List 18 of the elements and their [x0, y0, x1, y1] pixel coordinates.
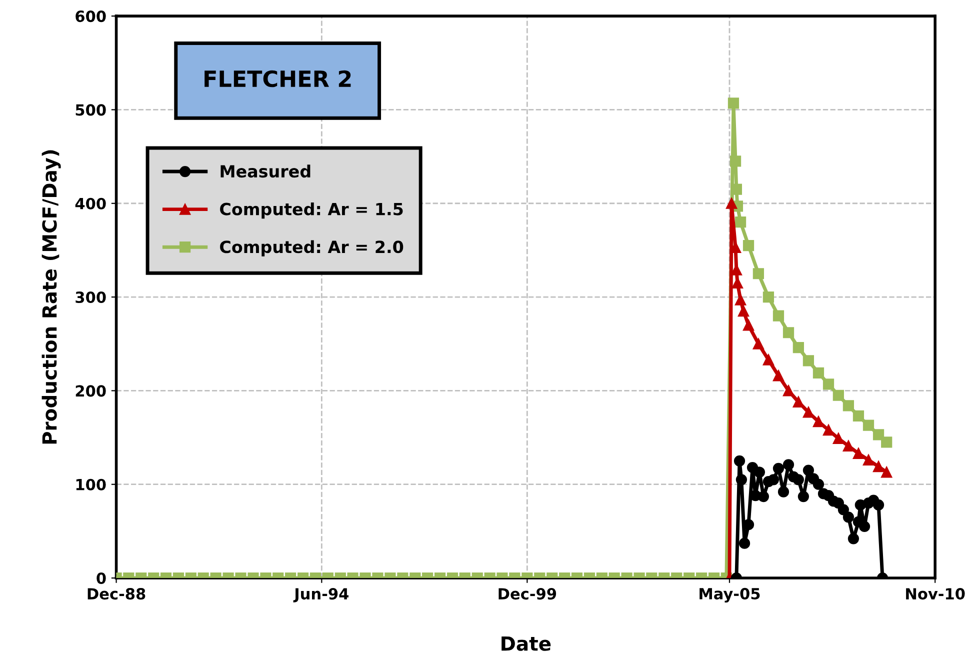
y-tick-label: 200	[76, 385, 106, 397]
x-tick-label: Dec-99	[498, 588, 556, 600]
y-axis-title: Production Rate (MCF/Day)	[42, 150, 61, 444]
y-tick-label: 0	[96, 572, 106, 584]
x-tick-label: May-05	[700, 588, 760, 603]
x-tick-label: Nov-10	[906, 588, 965, 600]
y-tick-label: 100	[76, 478, 106, 490]
legend-label: Measured	[220, 164, 310, 178]
legend-label: Computed: Ar = 2.0	[220, 240, 404, 256]
y-tick-label: 500	[76, 104, 106, 116]
x-axis-title: Date	[502, 636, 551, 651]
x-tick-label: Dec-88	[88, 588, 146, 600]
y-tick-label: 300	[76, 292, 106, 304]
x-tick-label: Jun-94	[293, 588, 348, 602]
legend-label: Computed: Ar = 1.5	[220, 202, 403, 219]
y-tick-label: 600	[76, 10, 106, 22]
text: FLETCHER 2	[204, 70, 351, 88]
y-tick-label: 400	[75, 198, 106, 210]
